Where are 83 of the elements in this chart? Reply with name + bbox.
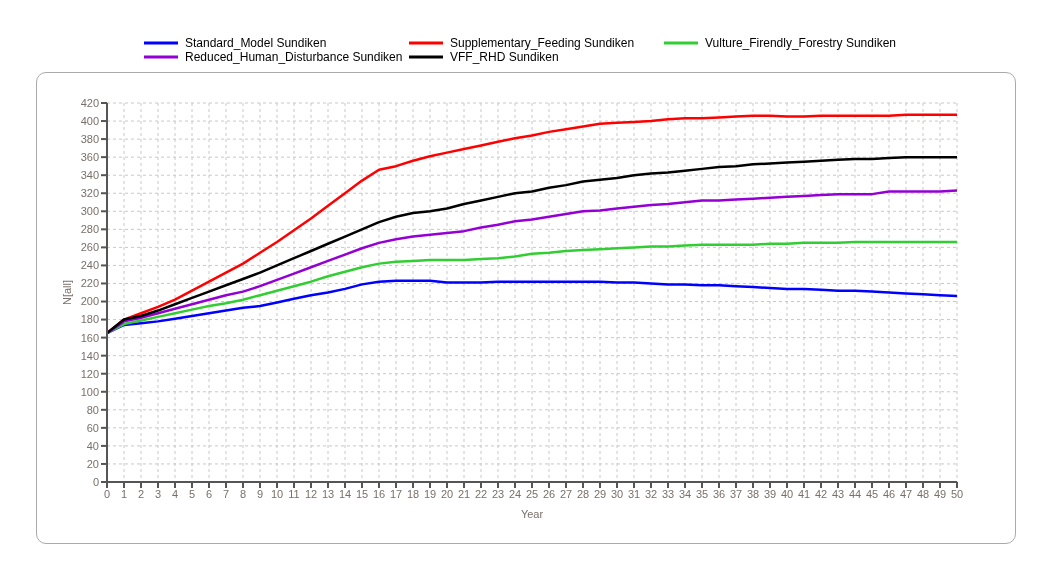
y-tick-label: 160 xyxy=(80,331,99,344)
y-tick-label: 280 xyxy=(80,223,99,236)
legend-label: Standard_Model Sundiken xyxy=(185,36,327,50)
x-tick-label: 12 xyxy=(304,487,318,500)
x-tick-label: 15 xyxy=(355,487,369,500)
y-tick-label: 360 xyxy=(80,151,99,164)
legend-label: VFF_RHD Sundiken xyxy=(450,50,559,64)
x-tick-label: 5 xyxy=(188,487,196,500)
x-tick-label: 16 xyxy=(372,487,386,500)
legend-label: Supplementary_Feeding Sundiken xyxy=(450,36,635,50)
x-tick-label: 1 xyxy=(120,487,128,500)
x-tick-label: 43 xyxy=(831,487,845,500)
x-tick-label: 29 xyxy=(593,487,607,500)
x-tick-label: 45 xyxy=(865,487,879,500)
x-tick-label: 27 xyxy=(559,487,573,500)
y-tick-label: 420 xyxy=(80,96,99,109)
x-tick-label: 23 xyxy=(491,487,505,500)
x-tick-label: 39 xyxy=(763,487,777,500)
x-tick-label: 19 xyxy=(423,487,437,500)
x-tick-label: 36 xyxy=(712,487,726,500)
x-tick-label: 31 xyxy=(627,487,641,500)
x-tick-label: 47 xyxy=(899,487,913,500)
y-tick-label: 220 xyxy=(80,277,99,290)
line-series xyxy=(107,189,957,335)
y-tick-label: 300 xyxy=(80,205,99,218)
x-tick-label: 11 xyxy=(288,487,300,500)
x-tick-label: 21 xyxy=(457,487,471,500)
y-tick-label: 0 xyxy=(92,475,99,488)
x-tick-label: 18 xyxy=(406,487,420,500)
y-tick-label: 200 xyxy=(80,295,99,308)
y-tick-label: 120 xyxy=(80,367,99,380)
x-tick-label: 46 xyxy=(882,487,896,500)
x-axis-title: Year xyxy=(520,508,544,520)
y-tick-label: 100 xyxy=(80,385,99,398)
x-tick-label: 50 xyxy=(950,487,964,500)
y-tick-label: 380 xyxy=(80,133,99,145)
y-tick-label: 260 xyxy=(80,241,99,254)
y-tick-label: 240 xyxy=(80,259,99,272)
x-tick-label: 34 xyxy=(678,487,692,500)
y-tick-label: 180 xyxy=(80,313,99,326)
y-tick-label: 140 xyxy=(80,349,99,362)
x-tick-label: 48 xyxy=(916,487,930,500)
y-axis-title: N[all] xyxy=(60,279,73,306)
y-tick-label: 320 xyxy=(80,187,99,200)
x-tick-label: 6 xyxy=(205,487,213,500)
legend-label: Vulture_Firendly_Forestry Sundiken xyxy=(705,36,896,50)
x-tick-label: 10 xyxy=(270,487,284,500)
x-tick-label: 28 xyxy=(576,487,590,500)
x-tick-label: 41 xyxy=(797,487,811,500)
x-tick-label: 33 xyxy=(661,487,675,500)
y-tick-label: 80 xyxy=(86,403,99,416)
x-tick-label: 2 xyxy=(137,487,145,500)
x-tick-label: 24 xyxy=(508,487,522,500)
x-tick-label: 32 xyxy=(644,487,658,500)
legend-label: Reduced_Human_Disturbance Sundiken xyxy=(185,50,403,64)
x-tick-label: 26 xyxy=(542,487,556,500)
y-tick-label: 400 xyxy=(80,114,99,127)
y-tick-label: 40 xyxy=(86,439,99,452)
x-tick-label: 44 xyxy=(848,487,862,500)
x-tick-label: 22 xyxy=(474,487,488,500)
y-tick-label: 60 xyxy=(86,421,99,434)
line-series xyxy=(107,240,957,335)
x-tick-label: 0 xyxy=(103,487,111,500)
x-tick-label: 42 xyxy=(814,487,828,500)
x-tick-label: 14 xyxy=(338,487,352,500)
x-tick-label: 35 xyxy=(695,487,709,500)
line-series xyxy=(107,155,957,335)
x-tick-label: 9 xyxy=(256,487,264,500)
x-tick-label: 4 xyxy=(171,487,179,500)
x-tick-label: 37 xyxy=(729,487,743,500)
x-tick-label: 25 xyxy=(525,487,539,500)
x-tick-label: 30 xyxy=(610,487,624,500)
x-tick-label: 7 xyxy=(222,487,230,500)
x-tick-label: 20 xyxy=(440,487,454,500)
y-tick-label: 20 xyxy=(86,457,99,470)
x-tick-label: 13 xyxy=(321,487,335,500)
x-tick-label: 40 xyxy=(780,487,794,500)
x-tick-label: 17 xyxy=(389,487,403,500)
x-tick-label: 3 xyxy=(154,487,162,500)
x-tick-label: 8 xyxy=(239,487,247,500)
x-tick-label: 49 xyxy=(933,487,947,500)
x-tick-label: 38 xyxy=(746,487,760,500)
y-tick-label: 340 xyxy=(80,169,99,182)
